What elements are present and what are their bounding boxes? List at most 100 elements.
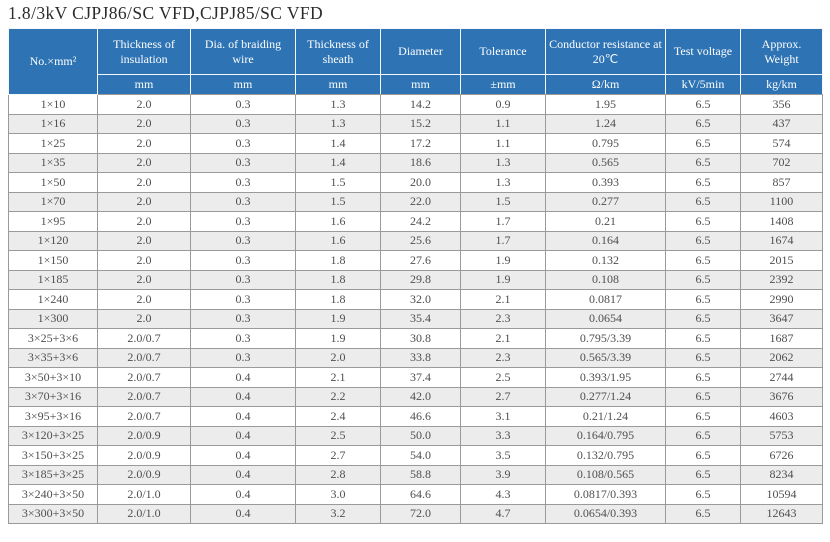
unit-braiding-wire: mm xyxy=(190,74,296,95)
table-cell: 0.3 xyxy=(190,230,296,251)
table-cell: 17.2 xyxy=(380,133,461,154)
table-cell: 2.0/0.7 xyxy=(97,406,191,427)
table-cell: 2.0 xyxy=(97,269,191,290)
table-cell: 25.6 xyxy=(380,230,461,251)
table-cell: 14.2 xyxy=(380,94,461,115)
table-cell: 6.5 xyxy=(665,289,741,310)
table-cell: 1.7 xyxy=(460,230,546,251)
table-cell: 3×300+3×50 xyxy=(8,503,98,524)
table-cell: 0.3 xyxy=(190,133,296,154)
table-cell: 35.4 xyxy=(380,308,461,329)
cable-spec-table: No.×mm² Thickness of insulation Dia. of … xyxy=(8,28,823,524)
table-cell: 0.3 xyxy=(190,289,296,310)
col-header-braiding-wire: Dia. of braiding wire xyxy=(190,28,296,75)
table-cell: 2062 xyxy=(740,347,823,368)
table-cell: 1.6 xyxy=(295,230,381,251)
table-cell: 0.393 xyxy=(545,172,666,193)
table-cell: 1.5 xyxy=(295,172,381,193)
table-cell: 1100 xyxy=(740,191,823,212)
table-cell: 574 xyxy=(740,133,823,154)
table-cell: 2.0/0.7 xyxy=(97,386,191,407)
table-cell: 6726 xyxy=(740,445,823,466)
table-cell: 6.5 xyxy=(665,328,741,349)
table-cell: 3×240+3×50 xyxy=(8,484,98,505)
table-cell: 2.1 xyxy=(460,328,546,349)
col-header-diameter: Diameter xyxy=(380,28,461,75)
table-cell: 6.5 xyxy=(665,152,741,173)
table-row: 3×240+3×50 2.0/1.0 0.4 3.0 64.6 4.3 0.0817/0.3… xyxy=(8,484,823,505)
table-cell: 2392 xyxy=(740,269,823,290)
table-cell: 0.3 xyxy=(190,113,296,134)
table-cell: 0.3 xyxy=(190,152,296,173)
unit-tolerance: ±mm xyxy=(460,74,546,95)
table-cell: 1.95 xyxy=(545,94,666,115)
table-cell: 1.9 xyxy=(460,269,546,290)
table-cell: 2.8 xyxy=(295,464,381,485)
unit-weight: kg/km xyxy=(740,74,823,95)
table-cell: 3.2 xyxy=(295,503,381,524)
table-cell: 30.8 xyxy=(380,328,461,349)
table-cell: 46.6 xyxy=(380,406,461,427)
table-cell: 6.5 xyxy=(665,445,741,466)
table-cell: 54.0 xyxy=(380,445,461,466)
table-cell: 1×300 xyxy=(8,308,98,329)
table-cell: 2.0 xyxy=(97,113,191,134)
table-row: 3×120+3×25 2.0/0.9 0.4 2.5 50.0 3.3 0.164/0.79… xyxy=(8,425,823,446)
table-row: 1×35 2.0 0.3 1.4 18.6 1.3 0.565 6.5 702 xyxy=(8,152,823,173)
table-cell: 0.3 xyxy=(190,250,296,271)
table-cell: 1.4 xyxy=(295,152,381,173)
table-body: 1×10 2.0 0.3 1.3 14.2 0.9 1.95 6.5 356 1×16 2.0 0.3… xyxy=(8,94,823,524)
table-cell: 1.9 xyxy=(295,328,381,349)
table-cell: 0.4 xyxy=(190,484,296,505)
table-cell: 29.8 xyxy=(380,269,461,290)
table-cell: 1×50 xyxy=(8,172,98,193)
col-header-sheath: Thickness of sheath xyxy=(295,28,381,75)
table-row: 3×25+3×6 2.0/0.7 0.3 1.9 30.8 2.1 0.795/3.39 6.… xyxy=(8,328,823,349)
table-cell: 437 xyxy=(740,113,823,134)
table-cell: 3676 xyxy=(740,386,823,407)
table-cell: 2.1 xyxy=(460,289,546,310)
table-cell: 50.0 xyxy=(380,425,461,446)
table-cell: 42.0 xyxy=(380,386,461,407)
table-cell: 3.0 xyxy=(295,484,381,505)
table-cell: 6.5 xyxy=(665,367,741,388)
table-cell: 1×25 xyxy=(8,133,98,154)
table-cell: 2.0 xyxy=(97,211,191,232)
table-cell: 6.5 xyxy=(665,250,741,271)
table-cell: 1.5 xyxy=(295,191,381,212)
table-cell: 24.2 xyxy=(380,211,461,232)
table-cell: 0.4 xyxy=(190,445,296,466)
table-header: No.×mm² Thickness of insulation Dia. of … xyxy=(8,28,823,95)
table-cell: 1.8 xyxy=(295,289,381,310)
table-cell: 2744 xyxy=(740,367,823,388)
table-cell: 5753 xyxy=(740,425,823,446)
table-row: 1×185 2.0 0.3 1.8 29.8 1.9 0.108 6.5 2392 xyxy=(8,269,823,290)
table-cell: 1.6 xyxy=(295,211,381,232)
table-cell: 3.3 xyxy=(460,425,546,446)
table-cell: 2.3 xyxy=(460,308,546,329)
table-cell: 1.8 xyxy=(295,269,381,290)
col-header-resistance: Conductor resistance at 20℃ xyxy=(545,28,666,75)
table-cell: 2.5 xyxy=(295,425,381,446)
table-cell: 0.565/3.39 xyxy=(545,347,666,368)
table-cell: 2015 xyxy=(740,250,823,271)
table-cell: 1.3 xyxy=(460,152,546,173)
table-cell: 1.3 xyxy=(295,94,381,115)
unit-test-voltage: kV/5min xyxy=(665,74,741,95)
table-cell: 1×95 xyxy=(8,211,98,232)
table-cell: 1408 xyxy=(740,211,823,232)
table-cell: 0.3 xyxy=(190,308,296,329)
table-row: 1×70 2.0 0.3 1.5 22.0 1.5 0.277 6.5 1100 xyxy=(8,191,823,212)
table-row: 3×300+3×50 2.0/1.0 0.4 3.2 72.0 4.7 0.0654/0.3… xyxy=(8,503,823,524)
table-row: 1×120 2.0 0.3 1.6 25.6 1.7 0.164 6.5 1674 xyxy=(8,230,823,251)
header-units-row: mm mm mm mm ±mm Ω/km kV/5min kg/km xyxy=(9,74,823,95)
table-cell: 2.0 xyxy=(97,172,191,193)
table-cell: 2.0 xyxy=(97,152,191,173)
table-cell: 2.7 xyxy=(295,445,381,466)
col-header-tolerance: Tolerance xyxy=(460,28,546,75)
table-cell: 2.3 xyxy=(460,347,546,368)
table-cell: 3.5 xyxy=(460,445,546,466)
table-cell: 6.5 xyxy=(665,113,741,134)
table-cell: 1.3 xyxy=(295,113,381,134)
table-cell: 6.5 xyxy=(665,230,741,251)
